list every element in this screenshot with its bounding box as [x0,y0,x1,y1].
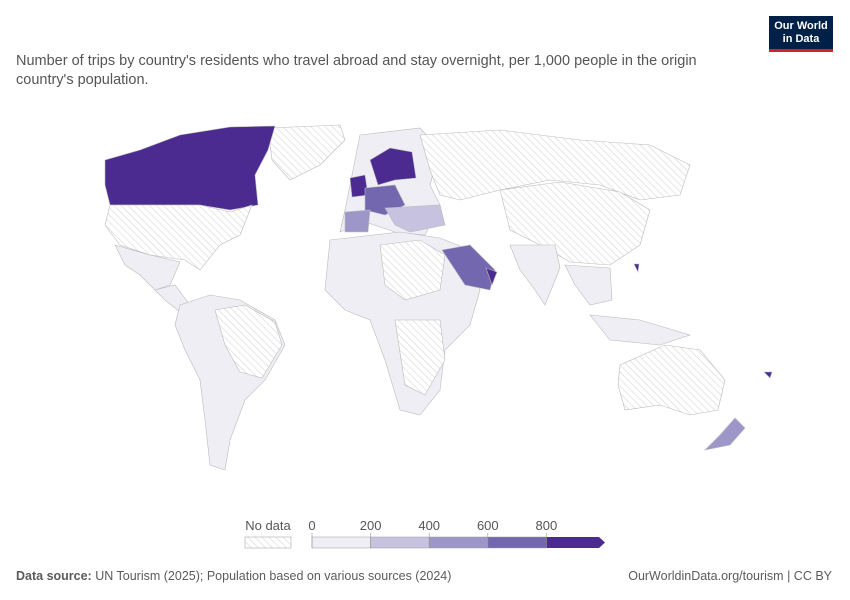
country [114,244,181,291]
country [633,263,640,274]
no-data-swatch [244,536,292,549]
subtitle: Number of trips by country's residents w… [16,53,697,88]
country [617,344,726,416]
legend-tick-label: 800 [536,518,558,533]
country [104,125,276,211]
legend-tick-label: 0 [308,518,315,533]
legend-bin [428,536,489,549]
legend-arrow [546,537,605,548]
logo-text: in Data [782,33,820,45]
country [104,204,253,271]
country [589,314,691,346]
logo[interactable]: Our World in Data [769,16,833,52]
country [704,417,746,451]
country [394,319,446,396]
legend-label: No data [245,518,291,533]
legend-tick-label: 200 [360,518,382,533]
source-label: Data source: [16,569,92,583]
country [509,244,561,306]
country [344,209,371,233]
legend-bin [370,536,430,549]
legend-tick-label: 600 [477,518,499,533]
country [384,204,446,233]
logo-text: Our World [774,20,828,32]
footer-source: Data source: UN Tourism (2025); Populati… [16,569,451,583]
country [214,304,283,379]
country [379,239,446,301]
country [267,124,346,181]
country [369,147,417,186]
country [499,181,651,266]
legend: No data 0 200 400 600 800 [244,518,605,549]
country [485,267,498,286]
country [763,371,773,379]
legend-bin [487,536,547,549]
legend-bin [311,536,371,549]
footer-url[interactable]: OurWorldinData.org/tourism | CC BY [628,569,832,583]
countries [104,124,773,471]
source-text: UN Tourism (2025); Population based on v… [95,569,452,583]
legend-tick-label: 400 [418,518,440,533]
country [564,264,613,306]
